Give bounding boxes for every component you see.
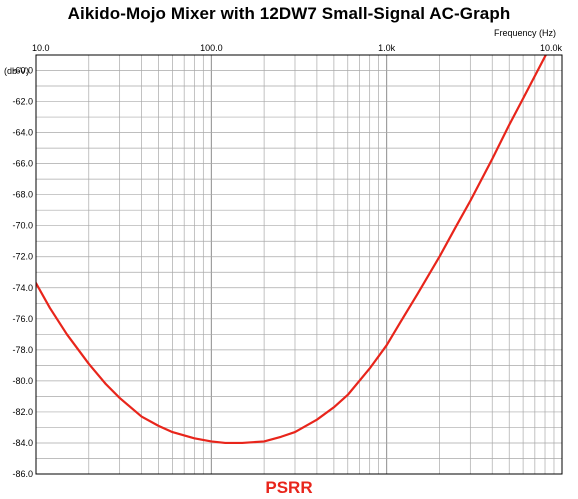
tick-labels: 10.0 100.0 1.0k 10.0k -60.0 -62.0 -64.0 -66.0 -6… — [12, 43, 562, 479]
x-tick-label: 100.0 — [200, 43, 223, 53]
y-tick-label: -86.0 — [12, 469, 33, 479]
y-tick-label: -78.0 — [12, 345, 33, 355]
y-tick-label: -70.0 — [12, 221, 33, 231]
y-tick-label: -60.0 — [12, 66, 33, 76]
series-layer — [36, 55, 548, 445]
grid — [35, 54, 563, 475]
y-tick-label: -64.0 — [12, 128, 33, 138]
y-tick-label: -84.0 — [12, 438, 33, 448]
y-tick-label: -80.0 — [12, 376, 33, 386]
y-tick-label: -72.0 — [12, 252, 33, 262]
y-tick-label: -82.0 — [12, 407, 33, 417]
y-tick-label: -74.0 — [12, 283, 33, 293]
x-tick-label: 10.0k — [540, 43, 563, 53]
x-tick-label: 1.0k — [378, 43, 396, 53]
y-tick-label: -66.0 — [12, 159, 33, 169]
x-axis-label: Frequency (Hz) — [494, 28, 556, 38]
x-tick-label: 10.0 — [32, 43, 50, 53]
series-legend-psrr: PSRR — [265, 478, 313, 497]
y-tick-label: -62.0 — [12, 97, 33, 107]
y-tick-label: -76.0 — [12, 314, 33, 324]
chart-title: Aikido-Mojo Mixer with 12DW7 Small-Signa… — [67, 4, 511, 23]
plot-frame — [35, 54, 563, 475]
series-line-psrr — [36, 55, 548, 445]
y-axis-label: (db-V) — [4, 66, 29, 76]
y-tick-label: -68.0 — [12, 190, 33, 200]
